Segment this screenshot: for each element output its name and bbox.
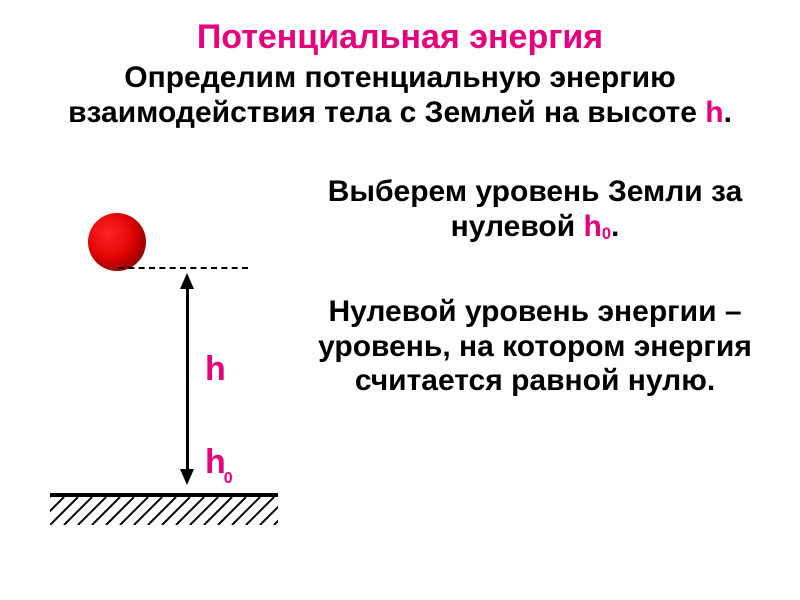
dash-line	[118, 267, 248, 269]
h-label: h	[205, 350, 226, 389]
subtitle-post: .	[724, 96, 732, 129]
text1-h0: h0	[584, 210, 612, 243]
page-title: Потенциальная энергия	[0, 0, 800, 57]
text1-h0-0: 0	[602, 225, 611, 243]
h0-h: h	[205, 443, 226, 481]
arrow-head-down-icon	[180, 469, 194, 485]
text1-pre: Выберем уровень Земли за нулевой	[328, 175, 743, 243]
subtitle-h: h	[705, 96, 723, 129]
ground-hatch	[50, 497, 278, 525]
diagram: h h0	[30, 195, 290, 565]
text-block-2: Нулевой уровень энергии – уровень, на ко…	[300, 295, 770, 399]
h0-zero: 0	[224, 470, 233, 487]
h0-label: h0	[205, 443, 235, 482]
subtitle-block: Определим потенциальную энергию взаимоде…	[0, 61, 800, 130]
text-block-1: Выберем уровень Земли за нулевой h0.	[300, 175, 770, 244]
text1-post: .	[611, 210, 619, 243]
text1-h0-h: h	[584, 210, 602, 243]
ball-icon	[88, 213, 146, 271]
subtitle-pre: Определим потенциальную энергию взаимоде…	[68, 61, 705, 129]
arrow-line	[186, 285, 189, 473]
